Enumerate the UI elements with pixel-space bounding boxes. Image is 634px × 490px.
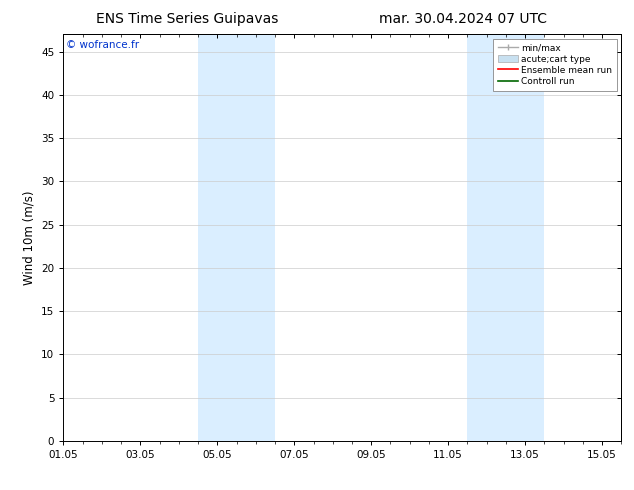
Text: ENS Time Series Guipavas: ENS Time Series Guipavas <box>96 12 278 26</box>
Bar <box>467 34 545 441</box>
Bar <box>198 34 275 441</box>
Text: mar. 30.04.2024 07 UTC: mar. 30.04.2024 07 UTC <box>379 12 547 26</box>
Legend: min/max, acute;cart type, Ensemble mean run, Controll run: min/max, acute;cart type, Ensemble mean … <box>493 39 617 91</box>
Y-axis label: Wind 10m (m/s): Wind 10m (m/s) <box>23 191 36 285</box>
Text: © wofrance.fr: © wofrance.fr <box>66 40 139 50</box>
